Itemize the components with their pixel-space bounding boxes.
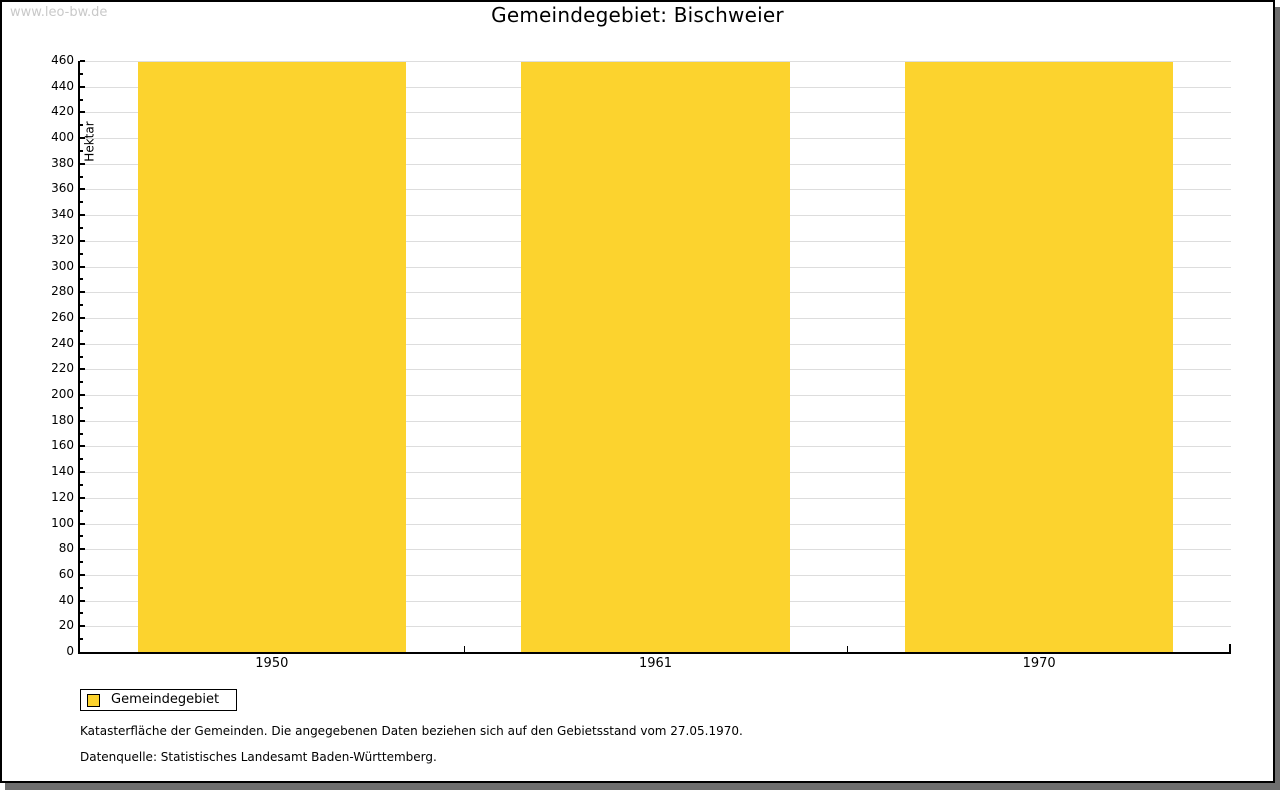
y-axis-minor-tick: [80, 227, 83, 230]
y-axis-minor-tick: [80, 329, 83, 332]
y-axis-minor-tick: [80, 432, 83, 435]
y-axis-minor-tick: [80, 124, 83, 127]
y-axis-tick-label: 320: [51, 232, 74, 247]
y-axis-tick-label: 220: [51, 361, 74, 376]
y-axis-minor-tick: [80, 406, 83, 409]
y-axis-major-tick: [80, 85, 85, 88]
bar-1970: [904, 62, 1174, 652]
y-axis-tick-label: 360: [51, 181, 74, 196]
y-axis-line: [78, 61, 80, 654]
y-axis-major-tick: [80, 214, 85, 217]
y-axis-minor-tick: [80, 509, 83, 512]
y-axis-minor-tick: [80, 304, 83, 307]
y-axis-minor-tick: [80, 561, 83, 564]
y-axis-major-tick: [80, 368, 85, 371]
y-axis-tick-label: 100: [51, 515, 74, 530]
y-axis-minor-tick: [80, 175, 83, 178]
y-axis-major-tick: [80, 342, 85, 345]
y-axis-tick-label: 260: [51, 309, 74, 324]
y-axis-minor-tick: [80, 458, 83, 461]
y-axis-minor-tick: [80, 535, 83, 538]
y-axis-major-tick: [80, 471, 85, 474]
y-axis-major-tick: [80, 573, 85, 576]
y-axis-major-tick: [80, 265, 85, 268]
y-axis-tick-label: 40: [58, 592, 74, 607]
x-axis-category-label: 1950: [255, 656, 289, 671]
y-axis-tick-label: 440: [51, 78, 74, 93]
y-axis-minor-tick: [80, 355, 83, 358]
y-axis-tick-label: 200: [51, 387, 74, 402]
y-axis-minor-tick: [80, 98, 83, 101]
y-axis-tick-label: 340: [51, 207, 74, 222]
x-axis-category-tick: [847, 646, 849, 652]
y-axis-tick-label: 400: [51, 130, 74, 145]
y-axis-major-tick: [80, 599, 85, 602]
y-axis-minor-tick: [80, 72, 83, 75]
y-axis-major-tick: [80, 291, 85, 294]
y-axis-minor-tick: [80, 149, 83, 152]
y-axis-tick-label: 0: [66, 644, 74, 658]
y-axis-major-tick: [80, 496, 85, 499]
y-axis-major-tick: [80, 111, 85, 114]
y-axis-tick-label: 160: [51, 438, 74, 453]
bar-1950: [137, 62, 407, 652]
y-axis-minor-tick: [80, 483, 83, 486]
y-axis-tick-label: 120: [51, 489, 74, 504]
bar-1961: [521, 62, 790, 652]
y-axis-tick-label: 420: [51, 104, 74, 119]
y-axis-major-tick: [80, 316, 85, 319]
y-axis-tick-label: 300: [51, 258, 74, 273]
y-axis-tick-label: 80: [58, 541, 74, 556]
y-axis-major-tick: [80, 162, 85, 165]
y-axis-tick-label: 380: [51, 155, 74, 170]
x-axis-end-tick: [1229, 644, 1231, 652]
y-axis-major-tick: [80, 394, 85, 397]
y-axis-major-tick: [80, 625, 85, 628]
y-axis-tick-label: 180: [51, 412, 74, 427]
x-axis-line: [78, 652, 1231, 654]
watermark-text: www.leo-bw.de: [10, 5, 108, 20]
y-axis-tick-label: 140: [51, 464, 74, 479]
y-axis-tick-label: 460: [51, 53, 74, 67]
y-axis-minor-tick: [80, 278, 83, 281]
plot-area: Hektar 0 20 40 60 80 100 120 140 160 180 200 220 240…: [51, 53, 1231, 671]
legend-label: Gemeindegebiet: [111, 692, 220, 707]
y-axis-tick-label: 20: [58, 618, 74, 633]
x-axis-category-label: 1961: [638, 656, 673, 671]
y-axis-minor-tick: [80, 638, 83, 641]
y-axis-major-tick: [80, 445, 85, 448]
y-axis-minor-tick: [80, 381, 83, 384]
y-axis-tick-label: 60: [58, 566, 74, 581]
y-axis-major-tick: [80, 522, 85, 525]
y-axis-major-tick: [80, 239, 85, 242]
y-axis-minor-tick: [80, 586, 83, 589]
y-axis-major-tick: [80, 419, 85, 422]
footnote-data-source: Datenquelle: Statistisches Landesamt Bad…: [80, 750, 437, 764]
chart-title: Gemeindegebiet: Bischweier: [491, 3, 784, 27]
y-axis-major-tick: [80, 137, 85, 140]
legend-swatch-icon: [87, 693, 100, 707]
y-axis-minor-tick: [80, 252, 83, 255]
y-axis-major-tick: [80, 548, 85, 551]
y-gridline: [80, 61, 1231, 62]
footnote-source-note: Katasterfläche der Gemeinden. Die angege…: [80, 724, 743, 738]
y-axis-minor-tick: [80, 612, 83, 615]
x-axis-category-label: 1970: [1022, 656, 1056, 671]
x-axis-category-tick: [463, 646, 465, 652]
chart-legend: Gemeindegebiet: [80, 689, 238, 711]
y-axis-tick-label: 240: [51, 335, 74, 350]
y-axis-major-tick: [80, 60, 85, 62]
y-axis-tick-label: 280: [51, 284, 74, 299]
y-axis-minor-tick: [80, 201, 83, 204]
y-axis-major-tick: [80, 188, 85, 191]
